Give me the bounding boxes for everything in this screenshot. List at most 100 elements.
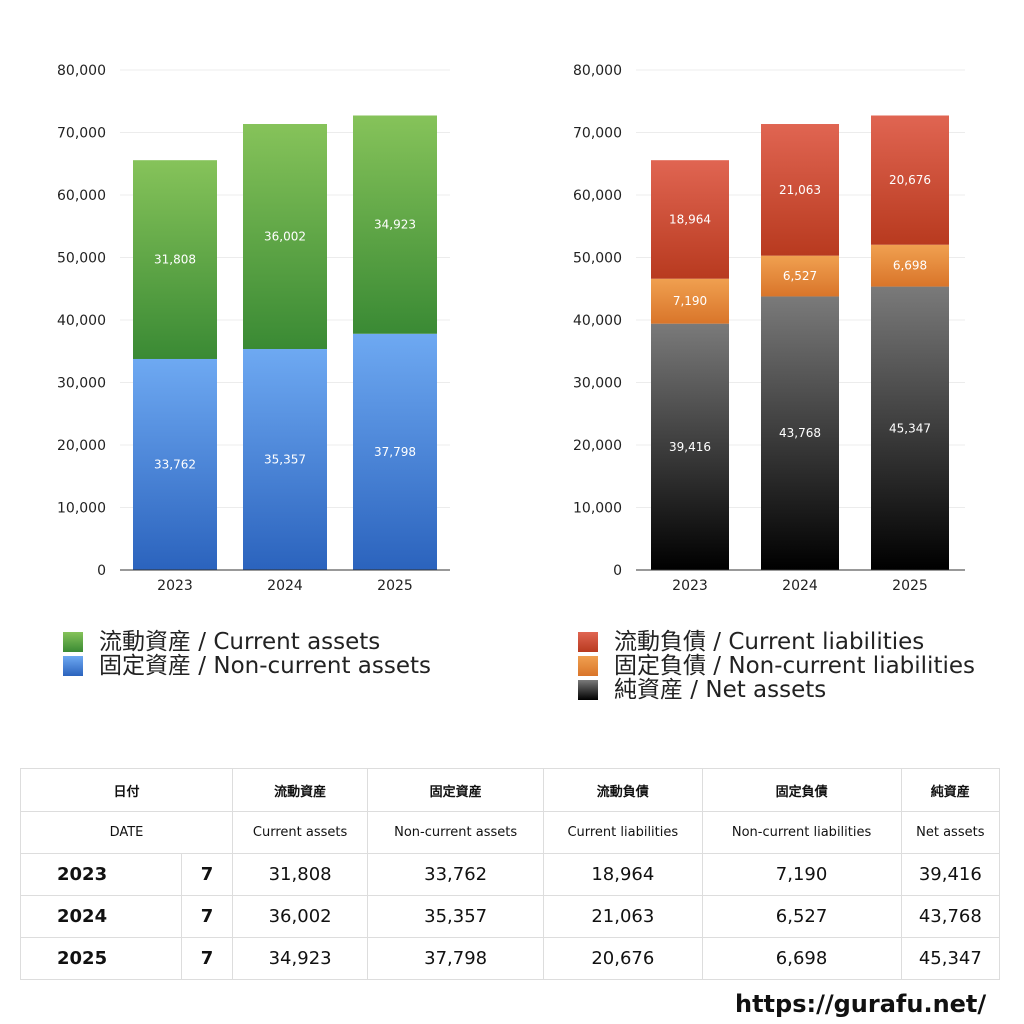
x-tick-label: 2024 [267,578,303,594]
charts-canvas: 0 10,000 20,000 30,000 40,000 50,000 60,000 70,… [57,63,965,594]
cell-current-assets: 36,002 [231,895,369,938]
header-net-assets-en: Net assets [900,811,1001,854]
cell-current-liabilities: 20,676 [543,937,703,980]
y-tick-label: 0 [97,563,106,579]
x-tick-label: 2023 [672,578,708,594]
y-tick-label: 20,000 [57,438,106,454]
y-tick-label: 50,000 [57,251,106,267]
legend-item: 固定資産 / Non-current assets [63,654,431,678]
y-tick-label: 70,000 [57,126,106,142]
header-current-liabilities-jp: 流動負債 [543,768,703,812]
chart-liabilities: 0 10,000 20,000 30,000 40,000 50,000 60,000 70,… [573,63,965,594]
bar-non-current-assets-2025 [353,333,437,570]
header-date-en: DATE [20,811,233,854]
row-year: 2025 [20,937,182,980]
legend-label: 流動負債 / Current liabilities [614,629,925,655]
row-year: 2024 [20,895,182,938]
data-label: 7,190 [673,294,707,308]
bar-non-current-assets-2024 [243,349,327,570]
bar-current-assets-2024 [243,124,327,350]
legend-swatch [63,656,83,676]
cell-net-assets: 39,416 [900,853,1001,896]
data-label: 34,923 [374,218,416,232]
y-tick-label: 0 [613,563,622,579]
data-label: 36,002 [264,230,306,244]
legend-label: 固定資産 / Non-current assets [99,653,432,679]
row-month: 7 [181,937,233,980]
y-tick-label: 70,000 [573,126,622,142]
row-month: 7 [181,895,233,938]
chart-assets: 0 10,000 20,000 30,000 40,000 50,000 60,000 70,… [57,63,450,594]
y-tick-label: 50,000 [573,251,622,267]
bar-current-liabilities-2025 [871,115,949,245]
data-table: 日付 流動資産 固定資産 流動負債 固定負債 純資産 DATE Current … [20,768,1001,980]
row-year: 2023 [20,853,182,896]
header-net-assets-jp: 純資産 [900,768,1001,812]
header-non-current-liabilities-jp: 固定負債 [701,768,902,812]
legend-swatch [63,632,83,652]
bar-non-current-assets-2023 [133,358,217,570]
data-label: 31,808 [154,253,196,267]
cell-non-current-liabilities: 7,190 [701,853,902,896]
data-label: 39,416 [669,440,711,454]
cell-non-current-liabilities: 6,698 [701,937,902,980]
table-row: 2024 7 36,002 35,357 21,063 6,527 43,768 [20,895,1001,938]
cell-current-liabilities: 18,964 [543,853,703,896]
bar-non-current-liabilities-2024 [761,255,839,297]
header-non-current-assets-en: Non-current assets [367,811,545,854]
legend-item: 純資産 / Net assets [578,678,975,702]
bar-net-assets-2025 [871,286,949,570]
data-label: 43,768 [779,426,821,440]
legend-label: 固定負債 / Non-current liabilities [614,653,975,679]
y-tick-label: 10,000 [57,501,106,517]
bar-current-assets-2023 [133,160,217,359]
bar-net-assets-2024 [761,296,839,570]
data-label: 18,964 [669,212,711,226]
y-tick-label: 80,000 [57,63,106,79]
cell-non-current-liabilities: 6,527 [701,895,902,938]
data-label: 37,798 [374,445,416,459]
bar-current-liabilities-2024 [761,124,839,256]
cell-current-assets: 34,923 [231,937,369,980]
header-current-liabilities-en: Current liabilities [543,811,703,854]
data-label: 45,347 [889,421,931,435]
y-tick-label: 40,000 [573,313,622,329]
legend-swatch [578,632,598,652]
legend-item: 流動資産 / Current assets [63,630,431,654]
header-current-assets-jp: 流動資産 [231,768,369,812]
header-date-jp: 日付 [20,768,233,812]
cell-current-assets: 31,808 [231,853,369,896]
cell-net-assets: 43,768 [900,895,1001,938]
x-tick-label: 2023 [157,578,193,594]
header-non-current-assets-jp: 固定資産 [367,768,545,812]
data-label: 33,762 [154,457,196,471]
header-non-current-liabilities-en: Non-current liabilities [701,811,902,854]
y-tick-label: 30,000 [57,376,106,392]
data-label: 35,357 [264,453,306,467]
legend-swatch [578,680,598,700]
table-row: 2025 7 34,923 37,798 20,676 6,698 45,347 [20,937,1001,980]
header-current-assets-en: Current assets [231,811,369,854]
x-tick-label: 2024 [782,578,818,594]
data-label: 20,676 [889,173,931,187]
y-tick-label: 60,000 [57,188,106,204]
data-label: 6,698 [893,259,927,273]
cell-non-current-assets: 35,357 [367,895,545,938]
data-label: 6,527 [783,269,817,283]
legend-assets: 流動資産 / Current assets 固定資産 / Non-current … [63,630,431,678]
y-tick-label: 60,000 [573,188,622,204]
x-tick-label: 2025 [892,578,928,594]
row-month: 7 [181,853,233,896]
table-header-en: DATE Current assets Non-current assets C… [20,811,1001,854]
bar-current-assets-2025 [353,115,437,334]
x-tick-label: 2025 [377,578,413,594]
table-row: 2023 7 31,808 33,762 18,964 7,190 39,416 [20,853,1001,896]
legend-item: 流動負債 / Current liabilities [578,630,975,654]
legend-liabilities: 流動負債 / Current liabilities 固定負債 / Non-cur… [578,630,975,702]
y-tick-label: 80,000 [573,63,622,79]
legend-label: 流動資産 / Current assets [99,629,381,655]
bar-net-assets-2023 [651,323,729,570]
legend-label: 純資産 / Net assets [614,677,827,703]
legend-item: 固定負債 / Non-current liabilities [578,654,975,678]
bar-non-current-liabilities-2025 [871,244,949,287]
